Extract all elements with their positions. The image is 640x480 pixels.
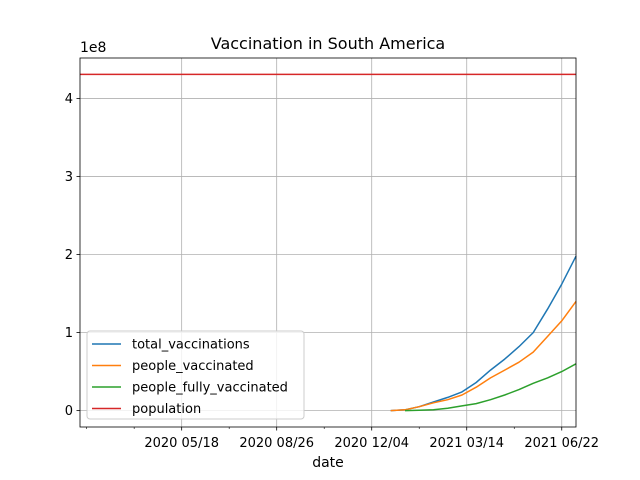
legend-label-people-fully-vaccinated: people_fully_vaccinated xyxy=(132,381,288,396)
legend-label-people-vaccinated: people_vaccinated xyxy=(132,359,254,374)
series-line-people-fully-vaccinated xyxy=(404,363,577,412)
plot-lines xyxy=(80,73,577,412)
legend-label-total-vaccinations: total_vaccinations xyxy=(132,338,250,353)
y-tick-label: 1 xyxy=(65,326,73,341)
x-tick-label: 2020 05/18 xyxy=(144,436,219,451)
series-line-people-vaccinated xyxy=(390,300,577,412)
y-offset-label: 1e8 xyxy=(80,40,106,56)
chart-title: Vaccination in South America xyxy=(211,34,445,53)
x-axis-ticks: 2020 05/18 2020 08/26 2020 12/04 2021 03/14… xyxy=(86,427,599,451)
x-tick-label: 2020 12/04 xyxy=(334,436,409,451)
y-tick-label: 2 xyxy=(65,248,73,263)
legend-box xyxy=(86,330,305,420)
y-tick-label: 4 xyxy=(65,92,73,107)
legend: total_vaccinations people_vaccinatedpeopl… xyxy=(86,330,305,420)
plot-frame xyxy=(79,57,577,428)
legend-label-population: population xyxy=(132,402,201,417)
x-axis-label: date xyxy=(312,455,344,471)
x-tick-label: 2021 03/14 xyxy=(429,436,504,451)
y-tick-label: 0 xyxy=(65,404,73,419)
x-tick-label: 2021 06/22 xyxy=(524,436,599,451)
x-tick-label: 2020 08/26 xyxy=(239,436,314,451)
y-tick-label: 3 xyxy=(65,170,73,185)
series-line-total-vaccinations xyxy=(390,255,577,412)
y-axis-ticks: 0 1 2 3 4 xyxy=(65,92,80,419)
